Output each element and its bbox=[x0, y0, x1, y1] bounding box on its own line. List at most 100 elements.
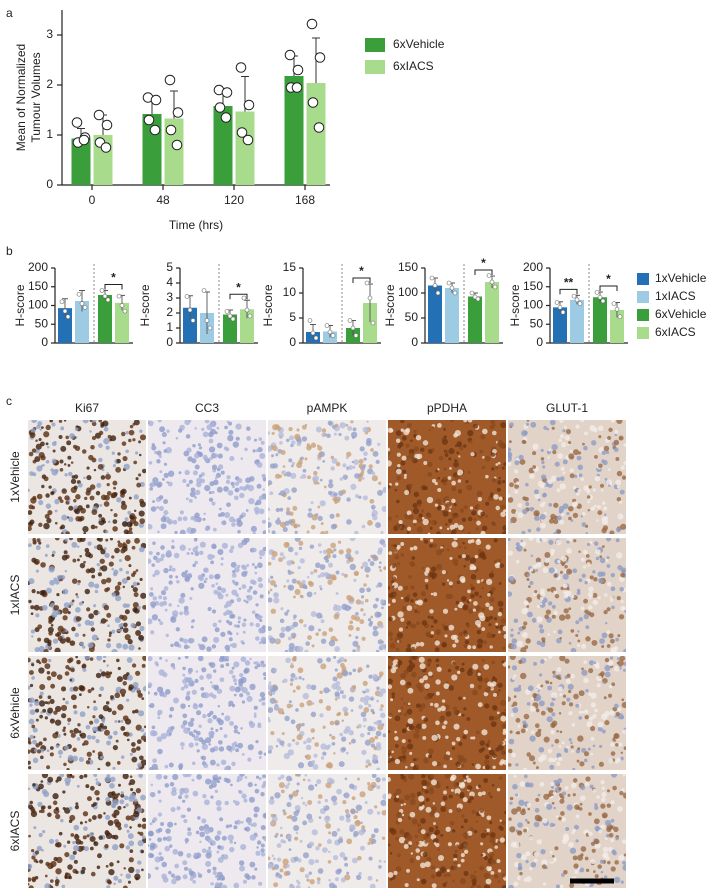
cell bbox=[475, 730, 480, 735]
micrograph bbox=[268, 420, 386, 534]
cell bbox=[326, 547, 333, 555]
cell bbox=[287, 496, 292, 501]
cell bbox=[148, 618, 153, 625]
cell bbox=[343, 573, 348, 578]
cell bbox=[195, 742, 199, 747]
cell bbox=[607, 758, 614, 764]
cell bbox=[134, 709, 139, 714]
cell bbox=[234, 686, 241, 693]
cell bbox=[353, 815, 358, 820]
cell bbox=[529, 735, 536, 742]
cell bbox=[46, 671, 51, 675]
cell bbox=[380, 712, 386, 719]
cell bbox=[50, 865, 54, 869]
cell bbox=[621, 475, 626, 480]
cell bbox=[606, 564, 611, 568]
cell bbox=[184, 794, 189, 799]
cell bbox=[44, 701, 48, 705]
cell bbox=[492, 423, 496, 427]
cell bbox=[450, 634, 457, 641]
cell bbox=[551, 426, 555, 430]
cell bbox=[367, 808, 374, 815]
cell bbox=[279, 507, 284, 512]
cell bbox=[29, 703, 33, 707]
cell bbox=[256, 459, 260, 463]
cell bbox=[564, 658, 570, 664]
cell bbox=[583, 677, 589, 684]
cell bbox=[306, 576, 310, 579]
cell bbox=[284, 520, 290, 526]
cell bbox=[298, 618, 304, 624]
cell bbox=[55, 731, 59, 735]
cell bbox=[126, 829, 130, 833]
y-axis-label: H-score bbox=[383, 284, 397, 326]
cell bbox=[241, 793, 247, 799]
cell bbox=[233, 729, 238, 734]
cell bbox=[372, 603, 378, 609]
cell bbox=[328, 627, 334, 632]
cell bbox=[284, 715, 290, 722]
cell bbox=[50, 624, 54, 627]
cell bbox=[532, 443, 539, 450]
cell bbox=[316, 481, 320, 485]
cell bbox=[98, 513, 103, 518]
cell bbox=[316, 877, 321, 882]
cell bbox=[570, 741, 573, 745]
cell bbox=[254, 565, 258, 569]
cell bbox=[229, 643, 233, 647]
cell bbox=[572, 767, 576, 770]
cell bbox=[332, 884, 338, 888]
cell bbox=[346, 466, 349, 469]
cell bbox=[67, 658, 72, 664]
cell bbox=[79, 538, 86, 543]
cell bbox=[489, 645, 493, 649]
cell bbox=[73, 845, 80, 852]
cell bbox=[367, 875, 373, 881]
cell bbox=[421, 779, 428, 787]
cell bbox=[328, 479, 333, 484]
cell bbox=[238, 681, 244, 686]
cell bbox=[305, 754, 312, 760]
cell bbox=[302, 852, 310, 859]
cell bbox=[233, 741, 238, 746]
cell bbox=[499, 442, 506, 449]
cell bbox=[379, 624, 384, 629]
cell bbox=[177, 604, 180, 608]
cell bbox=[262, 530, 266, 534]
cell bbox=[133, 494, 139, 500]
cell bbox=[431, 760, 438, 767]
cell bbox=[42, 830, 46, 834]
cell bbox=[567, 683, 574, 690]
cell bbox=[481, 525, 488, 532]
cell bbox=[75, 515, 81, 522]
cell bbox=[217, 845, 222, 850]
cell bbox=[140, 794, 146, 801]
cell bbox=[247, 757, 252, 762]
cell bbox=[135, 768, 140, 770]
cell bbox=[270, 821, 274, 825]
cell bbox=[485, 544, 491, 550]
cell bbox=[199, 550, 204, 556]
cell bbox=[160, 523, 167, 530]
cell bbox=[410, 792, 416, 799]
cell bbox=[467, 420, 473, 423]
cell bbox=[229, 456, 235, 462]
cell bbox=[512, 677, 515, 680]
cell bbox=[253, 506, 260, 513]
cell bbox=[409, 547, 414, 551]
cell bbox=[345, 548, 352, 554]
cell bbox=[128, 644, 135, 651]
cell bbox=[302, 584, 308, 589]
data-point bbox=[150, 94, 162, 106]
cell bbox=[405, 765, 408, 769]
cell bbox=[375, 649, 380, 652]
cell bbox=[197, 816, 201, 820]
cell bbox=[401, 813, 405, 817]
cell bbox=[37, 801, 43, 807]
cell bbox=[289, 682, 294, 686]
cell bbox=[471, 878, 477, 884]
data-point bbox=[62, 308, 68, 314]
cell bbox=[530, 697, 535, 701]
cell bbox=[407, 718, 414, 725]
cell bbox=[432, 837, 439, 844]
